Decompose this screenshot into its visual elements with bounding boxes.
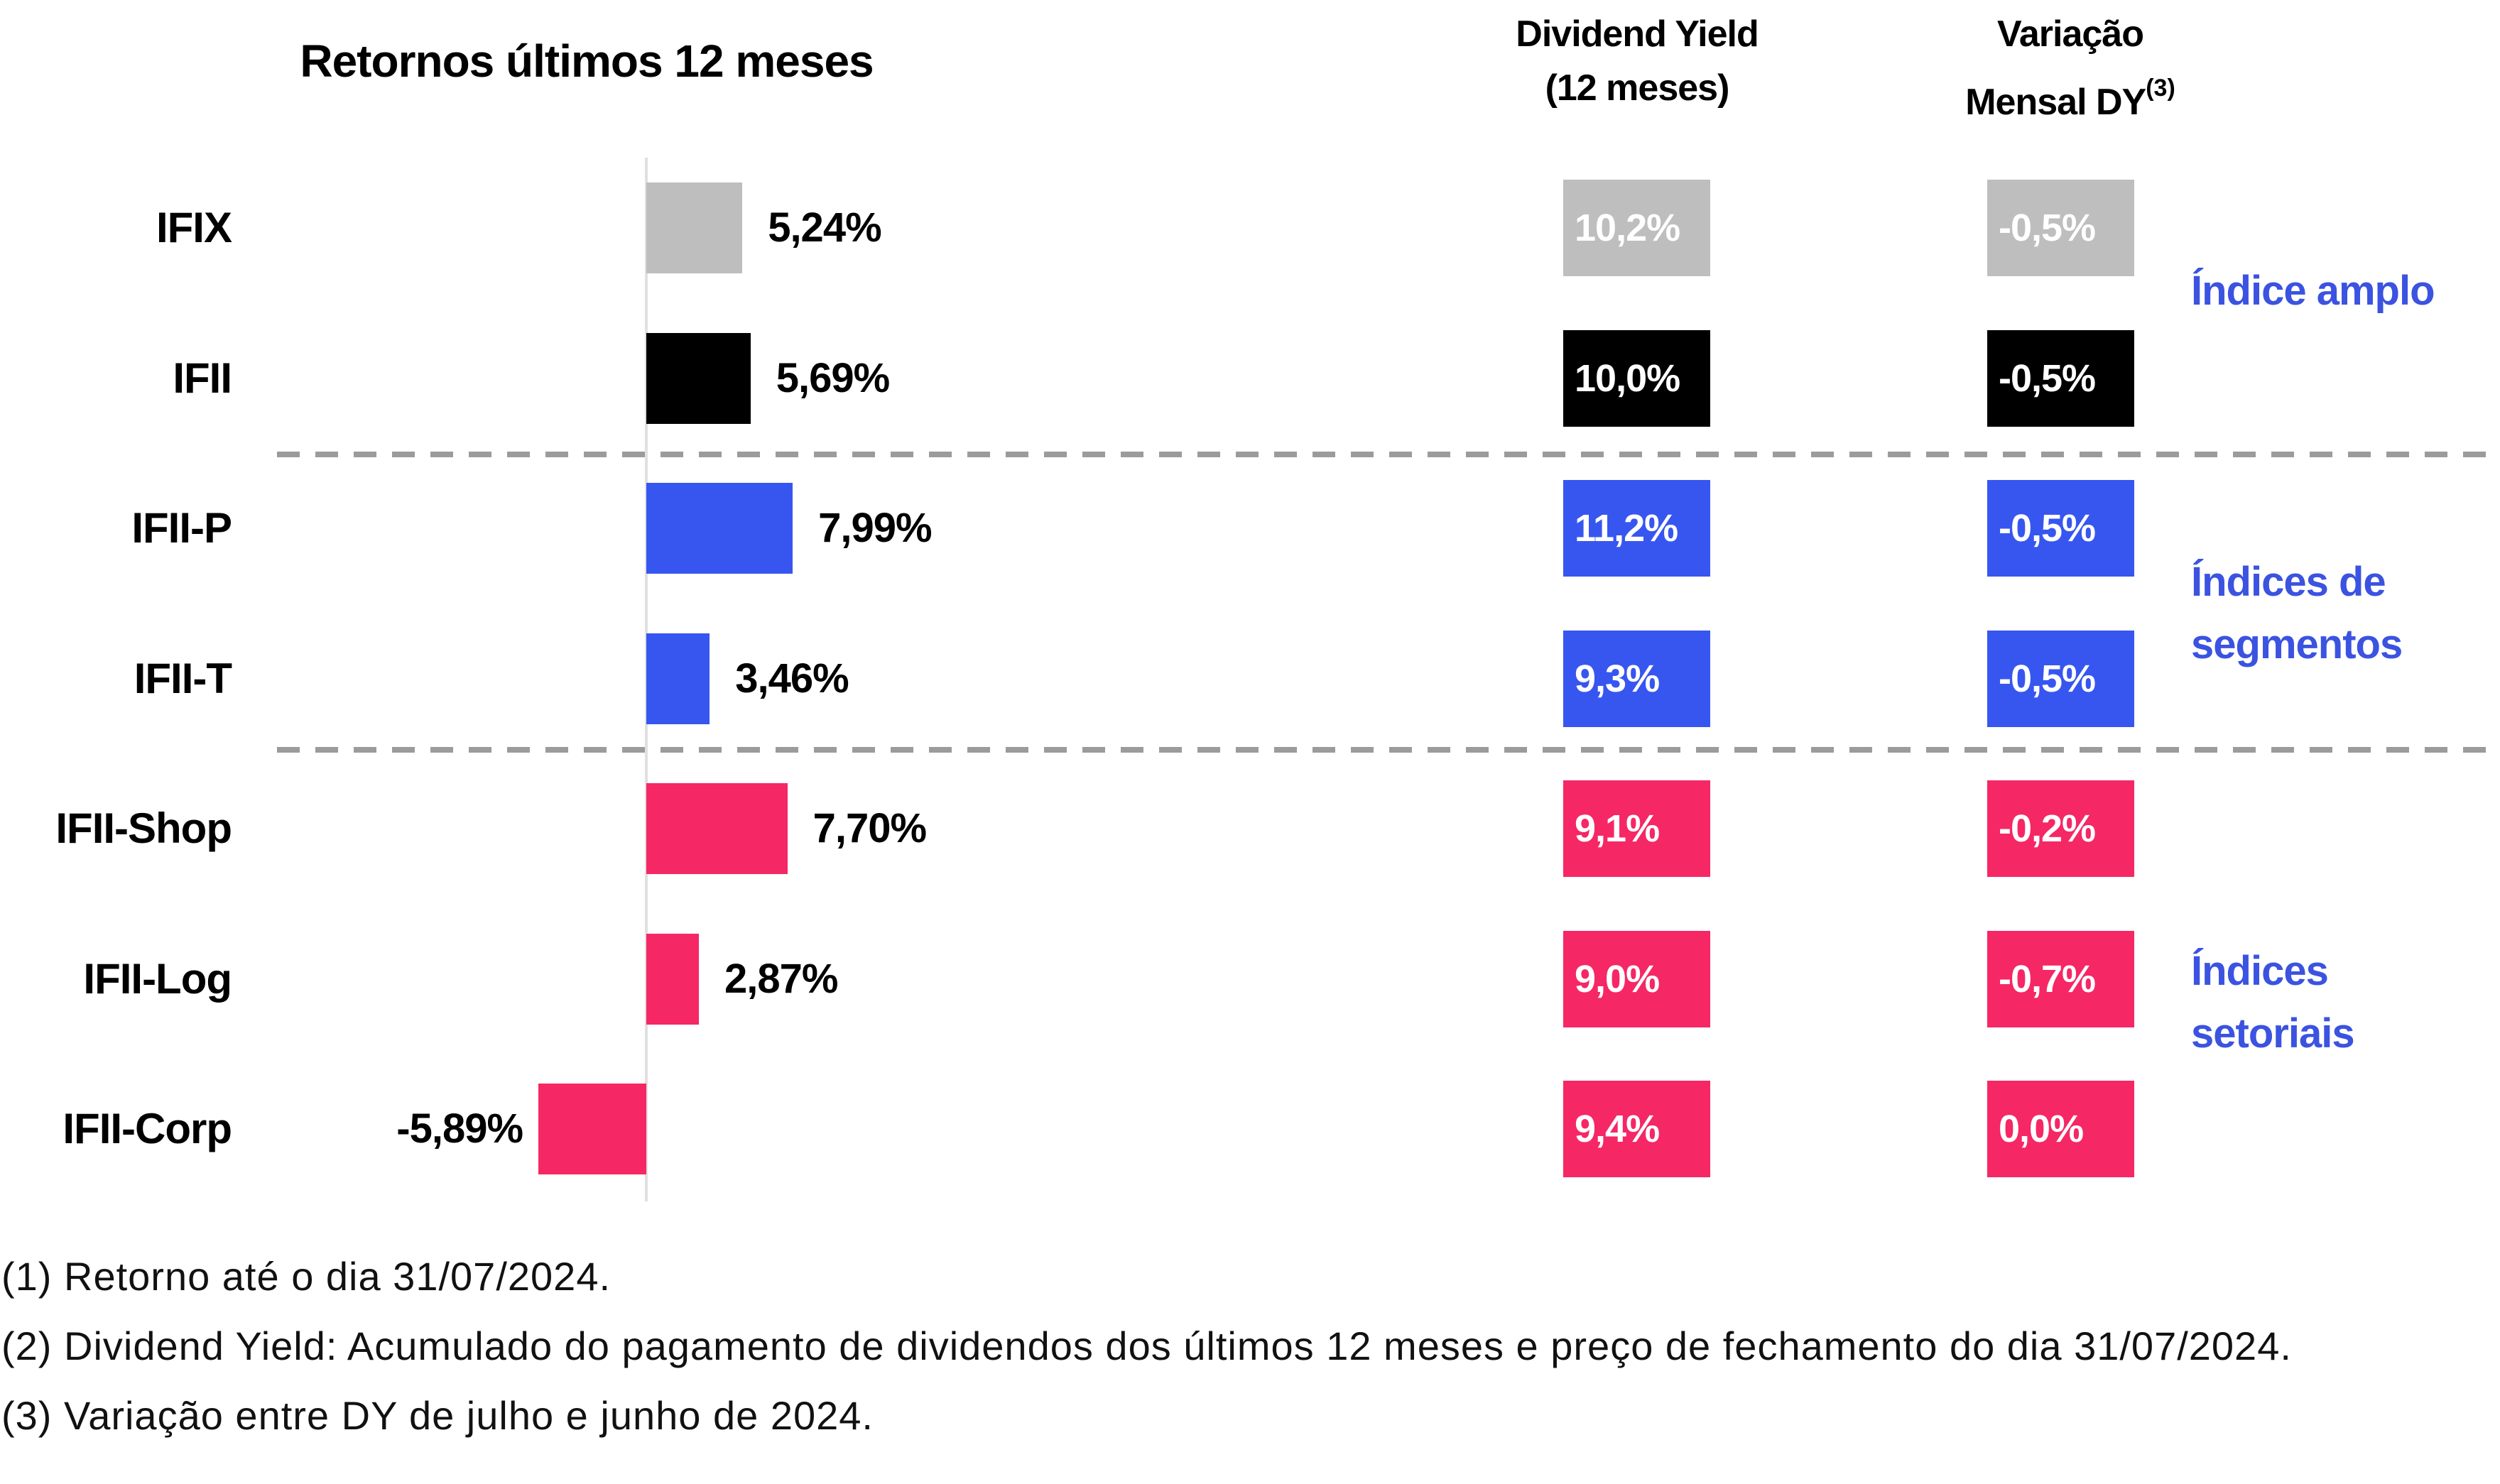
dy-variation-box: -0,5% xyxy=(1987,630,2134,727)
column-header-variacao-line1: Variação xyxy=(1997,13,2144,55)
return-bar xyxy=(646,783,788,874)
dy-variation-box: -0,7% xyxy=(1987,930,2134,1027)
category-label: IFIX xyxy=(156,204,232,251)
group-label-line: setoriais xyxy=(2191,1010,2355,1057)
category-label: IFII-P xyxy=(131,504,232,552)
category-label: IFII xyxy=(173,354,232,402)
dividend-yield-value: 9,4% xyxy=(1575,1108,1660,1150)
dy-variation-value: 0,0% xyxy=(1999,1108,2084,1150)
dividend-yield-box: 10,2% xyxy=(1563,180,1710,276)
dy-variation-value: -0,2% xyxy=(1999,807,2096,850)
group-label-line: Índices xyxy=(2191,948,2329,994)
dividend-yield-value: 11,2% xyxy=(1575,507,1678,550)
footnotes: (1) Retorno até o dia 31/07/2024. (2) Di… xyxy=(1,1251,2374,1460)
return-value-label: 2,87% xyxy=(724,955,838,1002)
dividend-yield-value: 10,2% xyxy=(1575,207,1680,249)
dividend-yield-box: 10,0% xyxy=(1563,329,1710,427)
footnote-1: (1) Retorno até o dia 31/07/2024. xyxy=(1,1254,612,1299)
group-separator-1 xyxy=(277,452,2496,457)
return-bar xyxy=(646,633,710,724)
column-header-variacao-line2: Mensal DY(3) xyxy=(1965,75,2175,123)
chart-title: Retornos últimos 12 meses xyxy=(300,36,874,87)
return-bar xyxy=(538,1084,646,1174)
dy-variation-box: -0,5% xyxy=(1987,329,2134,427)
category-label: IFII-Shop xyxy=(55,804,232,852)
group-label-line: Índice amplo xyxy=(2191,268,2435,314)
dy-variation-value: -0,5% xyxy=(1999,356,2096,400)
dividend-yield-box: 9,1% xyxy=(1563,780,1710,877)
return-value-label: 7,70% xyxy=(812,805,927,851)
return-bar xyxy=(646,483,793,574)
column-header-dividend-yield: Dividend Yield (12 meses) xyxy=(1516,7,1759,115)
column-header-dividend-yield-line1: Dividend Yield xyxy=(1516,13,1759,55)
group-label-3: Índices setoriais xyxy=(2191,940,2355,1065)
return-value-label: 5,69% xyxy=(776,354,890,401)
dy-variation-value: -0,5% xyxy=(1999,507,2096,550)
dy-variation-box: -0,5% xyxy=(1987,180,2134,276)
return-value-label: 7,99% xyxy=(818,505,932,551)
return-bar xyxy=(646,933,700,1025)
return-value-label: -5,89% xyxy=(396,1106,523,1152)
dy-variation-box: -0,2% xyxy=(1987,780,2134,877)
group-label-1: Índice amplo xyxy=(2191,260,2435,322)
group-label-line: Índices de xyxy=(2191,559,2386,605)
category-label: IFII-T xyxy=(134,654,232,702)
dividend-yield-box: 9,3% xyxy=(1563,630,1710,727)
footnote-3-marker: (3) xyxy=(2146,75,2175,102)
dividend-yield-value: 9,3% xyxy=(1575,657,1660,700)
dividend-yield-value: 9,0% xyxy=(1575,957,1660,1000)
category-label: IFII-Corp xyxy=(62,1105,232,1152)
column-header-variacao-mensal-dy: Variação Mensal DY(3) xyxy=(1965,7,2175,129)
return-value-label: 5,24% xyxy=(768,204,881,251)
category-label: IFII-Log xyxy=(83,954,232,1003)
dividend-yield-box: 11,2% xyxy=(1563,480,1710,577)
column-header-dividend-yield-line2: (12 meses) xyxy=(1545,67,1730,109)
dividend-yield-box: 9,4% xyxy=(1563,1081,1710,1177)
dy-variation-box: 0,0% xyxy=(1987,1081,2134,1177)
group-separator-2 xyxy=(277,747,2496,753)
dy-variation-value: -0,5% xyxy=(1999,207,2096,249)
footnote-2: (2) Dividend Yield: Acumulado do pagamen… xyxy=(1,1324,2292,1368)
dividend-yield-value: 9,1% xyxy=(1575,807,1660,850)
dy-variation-box: -0,5% xyxy=(1987,480,2134,577)
group-label-2: Índices de segmentos xyxy=(2191,551,2403,676)
return-bar xyxy=(646,182,743,273)
return-value-label: 3,46% xyxy=(735,655,849,702)
footnote-3: (3) Variação entre DY de julho e junho d… xyxy=(1,1393,874,1438)
return-bar xyxy=(646,332,751,424)
group-label-line: segmentos xyxy=(2191,621,2403,667)
dividend-yield-box: 9,0% xyxy=(1563,930,1710,1027)
dividend-yield-value: 10,0% xyxy=(1575,356,1680,400)
dy-variation-value: -0,7% xyxy=(1999,957,2096,1000)
dy-variation-value: -0,5% xyxy=(1999,657,2096,700)
